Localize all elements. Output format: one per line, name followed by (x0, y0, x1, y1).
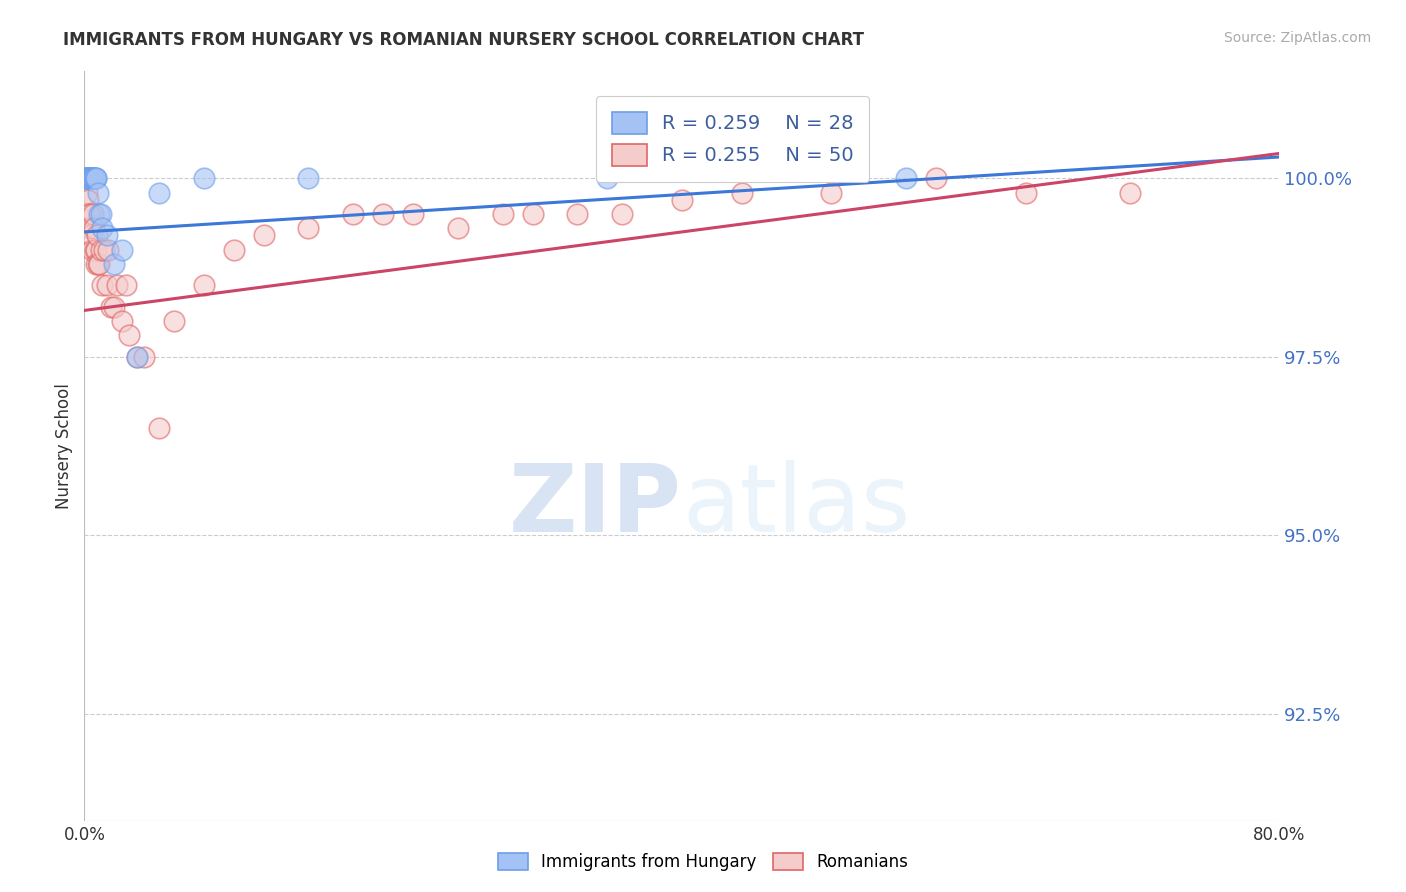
Point (86, 257, 108, 271)
Point (77, 171, 100, 186)
Text: IMMIGRANTS FROM HUNGARY VS ROMANIAN NURSERY SCHOOL CORRELATION CHART: IMMIGRANTS FROM HUNGARY VS ROMANIAN NURS… (63, 31, 865, 49)
Point (522, 207, 544, 221)
Point (447, 221, 470, 235)
Point (76, 171, 98, 186)
Point (80, 171, 103, 186)
Point (103, 257, 125, 271)
Point (96, 278, 118, 293)
Point (80, 171, 103, 186)
Point (1119, 186, 1142, 200)
Point (115, 278, 138, 293)
Point (87, 186, 110, 200)
Legend: Immigrants from Hungary, Romanians: Immigrants from Hungary, Romanians (489, 845, 917, 880)
Point (82, 171, 104, 186)
Point (100, 300, 122, 314)
Point (567, 207, 589, 221)
Point (297, 171, 319, 186)
Point (79, 207, 101, 221)
Point (118, 328, 141, 343)
Point (83, 221, 105, 235)
Point (222, 243, 245, 257)
Point (75, 171, 97, 186)
Point (731, 186, 754, 200)
Point (148, 421, 170, 435)
Point (125, 350, 148, 364)
Text: Source: ZipAtlas.com: Source: ZipAtlas.com (1223, 31, 1371, 45)
Point (77, 207, 100, 221)
Point (105, 278, 128, 293)
Point (925, 171, 948, 186)
Point (76, 171, 98, 186)
Point (75, 171, 97, 186)
Point (103, 300, 125, 314)
Point (83, 243, 105, 257)
Text: atlas: atlas (682, 460, 910, 552)
Point (89, 257, 111, 271)
Point (90, 243, 112, 257)
Point (86, 171, 108, 186)
Point (671, 193, 693, 207)
Point (148, 186, 170, 200)
Point (89, 207, 111, 221)
Point (253, 228, 276, 243)
Point (79, 171, 101, 186)
Point (87, 257, 110, 271)
Point (86, 228, 108, 243)
Point (79, 171, 101, 186)
Point (83, 171, 105, 186)
Point (342, 207, 364, 221)
Point (83, 171, 105, 186)
Point (297, 221, 319, 235)
Point (111, 314, 134, 328)
Y-axis label: Nursery School: Nursery School (55, 383, 73, 509)
Point (820, 186, 842, 200)
Point (91, 278, 114, 293)
Point (402, 207, 425, 221)
Point (79, 221, 101, 235)
Point (76, 186, 98, 200)
Point (84, 243, 107, 257)
Legend: R = 0.259    N = 28, R = 0.255    N = 50: R = 0.259 N = 28, R = 0.255 N = 50 (596, 96, 869, 182)
Point (193, 171, 215, 186)
Point (132, 350, 156, 364)
Point (82, 207, 104, 221)
Point (91, 221, 114, 235)
Point (77, 193, 100, 207)
Point (76, 171, 98, 186)
Point (80, 243, 103, 257)
Point (492, 207, 515, 221)
Point (82, 171, 104, 186)
Point (612, 207, 634, 221)
Point (163, 314, 186, 328)
Point (596, 171, 619, 186)
Point (373, 207, 395, 221)
Point (125, 350, 148, 364)
Point (93, 243, 115, 257)
Point (90, 207, 112, 221)
Point (96, 228, 118, 243)
Point (1014, 186, 1036, 200)
Point (77, 171, 100, 186)
Point (84, 171, 107, 186)
Point (80, 228, 103, 243)
Point (193, 278, 215, 293)
Point (111, 243, 134, 257)
Point (97, 243, 120, 257)
Point (894, 171, 917, 186)
Text: ZIP: ZIP (509, 460, 682, 552)
